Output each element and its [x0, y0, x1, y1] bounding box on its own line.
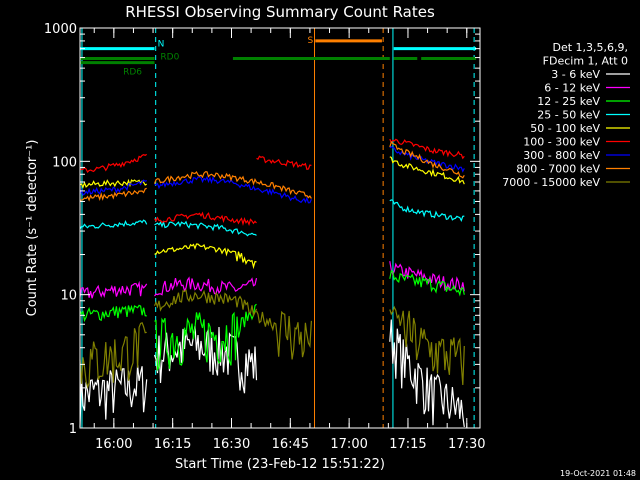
series-5: [79, 138, 465, 227]
series-3-segment-1: [154, 220, 257, 237]
y-tick-label: 100: [52, 155, 77, 170]
series-3-segment-0: [79, 219, 148, 230]
series-4-segment-1: [154, 243, 257, 270]
series-2-segment-2: [389, 269, 465, 297]
plot-area: N RD0 RD6 S: [79, 28, 477, 428]
series-6-segment-3: [389, 145, 465, 173]
series-6-segment-1: [154, 175, 257, 192]
series-7: [79, 140, 465, 202]
series-5-segment-3: [389, 138, 465, 160]
x-tick-label: 16:45: [272, 437, 309, 452]
series-1: [79, 261, 465, 299]
series-8: [79, 288, 465, 389]
plot-frame: [79, 27, 481, 429]
y-tick-label: 1: [69, 422, 77, 437]
legend: Det 1,3,5,6,9,FDecim 1, Att 03 - 6 keV6 …: [502, 41, 630, 189]
series-0-segment-2: [389, 319, 465, 427]
legend-entry-label: 100 - 300 keV: [523, 136, 600, 149]
series-4-segment-2: [389, 156, 465, 185]
axes: 1 10 100 1000 16:00 16:15 16:30 16:45 17:00 17:15…: [44, 22, 486, 452]
series-6: [79, 145, 465, 204]
legend-entry-label: 50 - 100 keV: [530, 122, 600, 135]
series-8-segment-3: [389, 305, 465, 386]
state-label-rd6: RD6: [123, 68, 142, 78]
legend-entry-label: 7000 - 15000 keV: [502, 176, 600, 189]
series-8-segment-2: [255, 310, 312, 360]
series-7-segment-1: [153, 170, 258, 186]
series-1-segment-2: [389, 261, 465, 292]
x-tick-label: 17:15: [389, 437, 426, 452]
series-0-segment-0: [79, 364, 148, 427]
legend-header-line: FDecim 1, Att 0: [543, 55, 628, 68]
x-tick-label: 16:15: [154, 437, 191, 452]
series-2-segment-1: [154, 303, 257, 372]
x-tick-label: 17:30: [448, 437, 485, 452]
legend-entry-label: 12 - 25 keV: [537, 95, 600, 108]
series-7-segment-2: [256, 180, 312, 199]
y-tick-label: 1000: [44, 22, 77, 37]
y-tick-label: 10: [60, 289, 77, 304]
series-1-segment-1: [154, 276, 258, 297]
legend-header-line: Det 1,3,5,6,9,: [552, 41, 628, 54]
series-5-segment-2: [256, 155, 312, 170]
series-7-segment-0: [79, 187, 147, 202]
series-8-segment-1: [153, 288, 258, 318]
legend-entry-label: 6 - 12 keV: [544, 82, 600, 95]
legend-entry-label: 25 - 50 keV: [537, 109, 600, 122]
x-tick-label: 16:00: [95, 437, 132, 452]
series-4-segment-0: [79, 178, 147, 189]
series-7-segment-3: [389, 140, 465, 179]
legend-entry-label: 300 - 800 keV: [523, 149, 600, 162]
state-label-rd0: RD0: [160, 53, 179, 63]
series-1-segment-0: [79, 280, 148, 299]
series-2: [79, 269, 465, 372]
series-6-segment-2: [256, 187, 312, 204]
legend-entry-label: 800 - 7000 keV: [516, 163, 600, 176]
series-5-segment-1: [153, 211, 257, 227]
series-8-segment-0: [79, 322, 147, 389]
state-label-s: S: [307, 36, 313, 46]
series-6-segment-0: [79, 179, 147, 196]
x-axis-label: Start Time (23-Feb-12 15:51:22): [175, 457, 385, 472]
legend-entry-label: 3 - 6 keV: [551, 68, 600, 81]
series-5-segment-0: [79, 153, 148, 174]
series-2-segment-0: [79, 304, 147, 323]
series-3: [79, 199, 465, 237]
series-3-segment-2: [389, 199, 465, 223]
y-axis-label: Count Rate (s⁻¹ detector⁻¹): [25, 140, 40, 317]
chart-title: RHESSI Observing Summary Count Rates: [125, 3, 435, 21]
series-4: [79, 156, 465, 270]
x-tick-label: 16:30: [213, 437, 250, 452]
x-tick-label: 17:00: [330, 437, 367, 452]
state-label-n: N: [158, 40, 165, 50]
timestamp: 19-Oct-2021 01:48: [560, 469, 636, 478]
